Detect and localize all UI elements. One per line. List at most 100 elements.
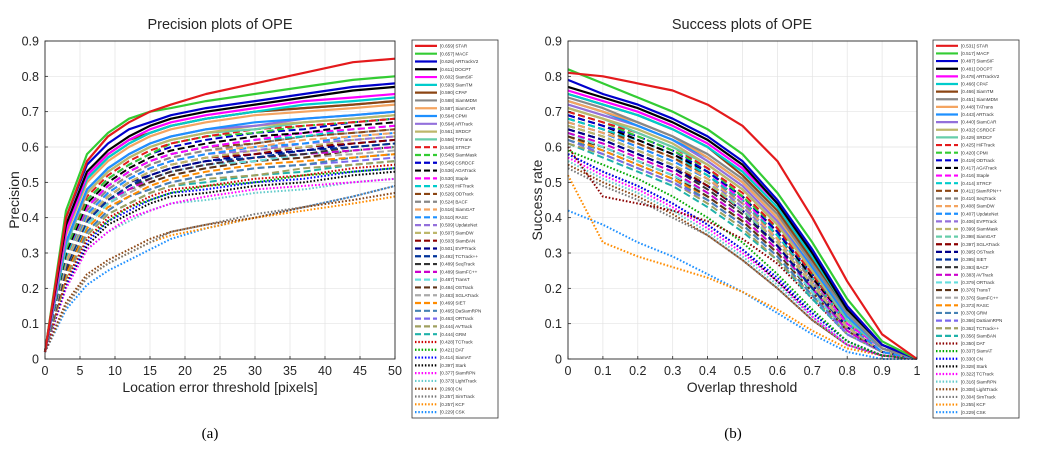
- y-tick-label: 0.9: [22, 35, 39, 49]
- success-x-axis-label: Overlap threshold: [687, 379, 798, 395]
- series-line: [567, 167, 918, 360]
- series-line: [44, 117, 396, 353]
- y-tick-label: 0: [32, 353, 39, 367]
- legend-entry: [0.510] RASC: [440, 215, 469, 220]
- series-line: [44, 177, 396, 353]
- x-tick-label: 35: [283, 364, 297, 378]
- legend-entry: [0.444] GRM: [440, 332, 466, 337]
- precision-y-axis-label: Precision: [6, 171, 22, 229]
- legend-entry: [0.564] ARTrack: [440, 121, 473, 126]
- series-line: [44, 153, 396, 353]
- legend-entry: [0.414] SiamAT: [440, 355, 472, 360]
- legend-entry: [0.484] OSTrack: [440, 285, 474, 290]
- y-tick-label: 0.8: [545, 70, 562, 84]
- legend-entry: [0.466] CPAF: [961, 82, 988, 87]
- legend-entry: [0.322] TCTrack: [961, 372, 994, 377]
- legend-entry: [0.383] AVTrack: [961, 272, 994, 277]
- panel-label-a: (a): [202, 426, 219, 442]
- success-x-ticks: 0 0.1 0.2 0.3 0.4 0.5 0.6 0.7 0.8 0.9 1: [565, 356, 921, 378]
- legend-entry: [0.657] MACF: [440, 51, 469, 56]
- legend-entry: [0.531] STAR: [961, 43, 989, 48]
- legend-entry: [0.304] SimTrack: [961, 395, 996, 400]
- x-tick-label: 0: [42, 364, 49, 378]
- legend-entry: [0.469] SIET: [440, 301, 466, 306]
- legend-entry: [0.448] TATrans: [961, 104, 994, 109]
- series-line: [567, 156, 918, 360]
- legend-entry: [0.483] SGLATrack: [440, 293, 479, 298]
- legend-entry: [0.548] SiamMask: [440, 153, 477, 158]
- success-y-axis-label: Success rate: [529, 159, 545, 240]
- legend-entry: [0.395] OSTrack: [961, 249, 995, 254]
- x-tick-label: 0.1: [594, 364, 611, 378]
- legend-entry: [0.611] DOCPT: [440, 67, 471, 72]
- series-line: [44, 153, 396, 353]
- precision-legend: [0.659] STAR [0.657] MACF [0.626] ARTrackV…: [411, 39, 499, 419]
- legend-entry: [0.659] STAR: [440, 43, 468, 48]
- legend-entry: [0.590] CPAF: [440, 90, 467, 95]
- precision-x-axis-label: Location error threshold [pixels]: [122, 379, 317, 395]
- y-tick-label: 0.1: [22, 317, 39, 331]
- legend-entry: [0.328] Stark: [961, 364, 988, 369]
- x-tick-label: 5: [77, 364, 84, 378]
- legend-entry: [0.425] HiFTrack: [961, 143, 995, 148]
- legend-entry: [0.316] SiamRPN: [961, 379, 997, 384]
- legend-entry: [0.410] SeqTrack: [961, 196, 997, 201]
- y-tick-label: 0.2: [545, 282, 562, 296]
- legend-entry: [0.530] Staple: [440, 176, 469, 181]
- x-tick-label: 50: [388, 364, 402, 378]
- legend-entry: [0.593] SiamTM: [440, 82, 473, 87]
- series-line: [44, 195, 396, 353]
- legend-entry: [0.350] DAT: [961, 341, 985, 346]
- legend-entry: [0.501] EVPTrack: [440, 246, 477, 251]
- legend-entry: [0.406] EVPTrack: [961, 219, 998, 224]
- y-tick-label: 0.3: [545, 247, 562, 261]
- legend-entry: [0.408] SiamDW: [961, 204, 995, 209]
- legend-entry: [0.395] SIET: [961, 257, 987, 262]
- legend-entry: [0.377] SiamRPN: [440, 371, 476, 376]
- legend-entry: [0.524] BACF: [440, 199, 468, 204]
- series-line: [567, 71, 918, 360]
- legend-entry: [0.503] SiamBAN: [440, 238, 475, 243]
- precision-x-ticks: 0 5 10 15 20 25 30 35 40 45 50: [42, 356, 402, 378]
- y-tick-label: 0.7: [545, 105, 562, 119]
- legend-entry: [0.444] AVTrack: [440, 324, 473, 329]
- legend-entry: [0.257] SimTrack: [440, 394, 475, 399]
- legend-entry: [0.398] SiamGAT: [961, 234, 996, 239]
- series-line: [567, 131, 918, 360]
- x-tick-label: 0: [565, 364, 572, 378]
- series-line: [43, 85, 396, 353]
- x-tick-label: 20: [178, 364, 192, 378]
- series-line: [44, 191, 396, 353]
- legend-entry: [0.465] DaSiamRPN: [440, 308, 481, 313]
- y-tick-label: 0.6: [22, 141, 39, 155]
- series-line: [567, 114, 918, 360]
- legend-entry: [0.556] TATrans: [440, 137, 473, 142]
- legend-entry: [0.397] SGLATrack: [961, 242, 1000, 247]
- legend-entry: [0.399] SiamMask: [961, 227, 998, 232]
- series-line: [44, 160, 396, 353]
- x-tick-label: 0.9: [873, 364, 890, 378]
- series-line: [44, 131, 396, 353]
- legend-entry: [0.420] CPMI: [961, 150, 988, 155]
- series-line: [43, 110, 396, 353]
- series-line: [44, 167, 396, 353]
- x-tick-label: 40: [318, 364, 332, 378]
- series-line: [44, 135, 396, 353]
- legend-entry: [0.411] SiamRPN++: [961, 188, 1002, 193]
- panel-label-b: (b): [724, 426, 742, 442]
- legend-entry: [0.255] KCF: [961, 402, 986, 407]
- legend-entry: [0.526] ODTrack: [440, 192, 474, 197]
- x-tick-label: 0.3: [664, 364, 681, 378]
- y-tick-label: 0.9: [545, 35, 562, 49]
- legend-entry: [0.229] CSK: [961, 410, 987, 415]
- legend-entry: [0.466] SiamTM: [961, 89, 994, 94]
- series-line: [567, 68, 918, 360]
- legend-entry: [0.373] RASC: [961, 303, 990, 308]
- y-tick-label: 0.5: [545, 176, 562, 190]
- legend-entry: [0.492] TCTrack++: [440, 254, 478, 259]
- series-line: [567, 96, 918, 361]
- success-plot-panel: Success plots of OPE 0 0.1 0.2 0.3 0.4 0.5 0.6…: [529, 17, 1020, 442]
- legend-entry: [0.487] TransT: [440, 277, 470, 282]
- legend-entry: [0.414] STRCF: [961, 181, 992, 186]
